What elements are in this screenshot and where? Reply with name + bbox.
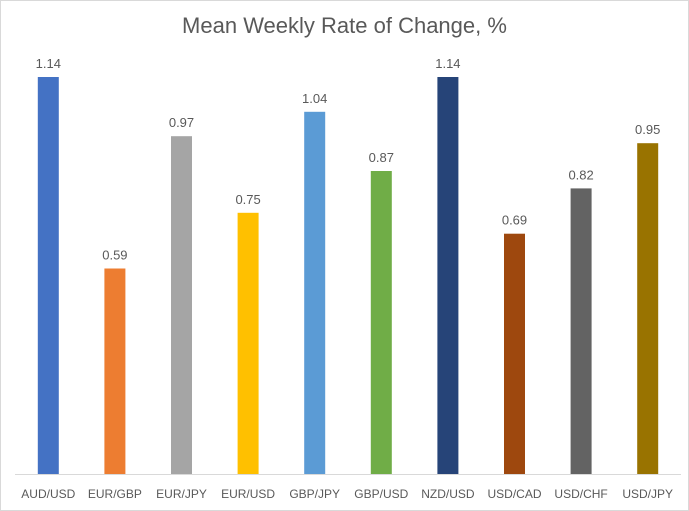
bar-eur-usd <box>237 212 259 475</box>
bar-usd-jpy <box>637 143 659 474</box>
data-label: 1.14 <box>435 56 460 71</box>
x-tick-label: GBP/USD <box>354 487 408 501</box>
x-tick-label: EUR/JPY <box>156 487 207 501</box>
bar-aud-usd <box>37 77 59 474</box>
x-tick-label: USD/CAD <box>487 487 541 501</box>
data-label: 0.87 <box>369 150 394 165</box>
bar-gbp-jpy <box>304 111 326 475</box>
chart-title: Mean Weekly Rate of Change, % <box>182 13 507 38</box>
data-label: 0.95 <box>635 122 660 137</box>
data-label: 1.14 <box>36 56 61 71</box>
data-label: 1.04 <box>302 91 327 106</box>
bar-usd-chf <box>570 188 592 474</box>
data-label: 0.59 <box>102 248 127 263</box>
bar-eur-jpy <box>171 136 192 474</box>
bar-usd-cad <box>504 233 525 474</box>
bar-gbp-usd <box>370 171 392 474</box>
x-tick-label: AUD/USD <box>21 487 75 501</box>
data-label: 0.82 <box>568 167 593 182</box>
x-tick-label: GBP/JPY <box>289 487 340 501</box>
x-tick-label: USD/CHF <box>554 487 607 501</box>
bar-eur-gbp <box>104 268 126 474</box>
data-label: 0.97 <box>169 115 194 130</box>
x-tick-label: USD/JPY <box>622 487 673 501</box>
data-label: 0.69 <box>502 213 527 228</box>
x-tick-label: NZD/USD <box>421 487 475 501</box>
x-tick-label: EUR/GBP <box>88 487 142 501</box>
data-label: 0.75 <box>235 192 260 207</box>
x-tick-label: EUR/USD <box>221 487 275 501</box>
bar-nzd-usd <box>437 77 459 474</box>
